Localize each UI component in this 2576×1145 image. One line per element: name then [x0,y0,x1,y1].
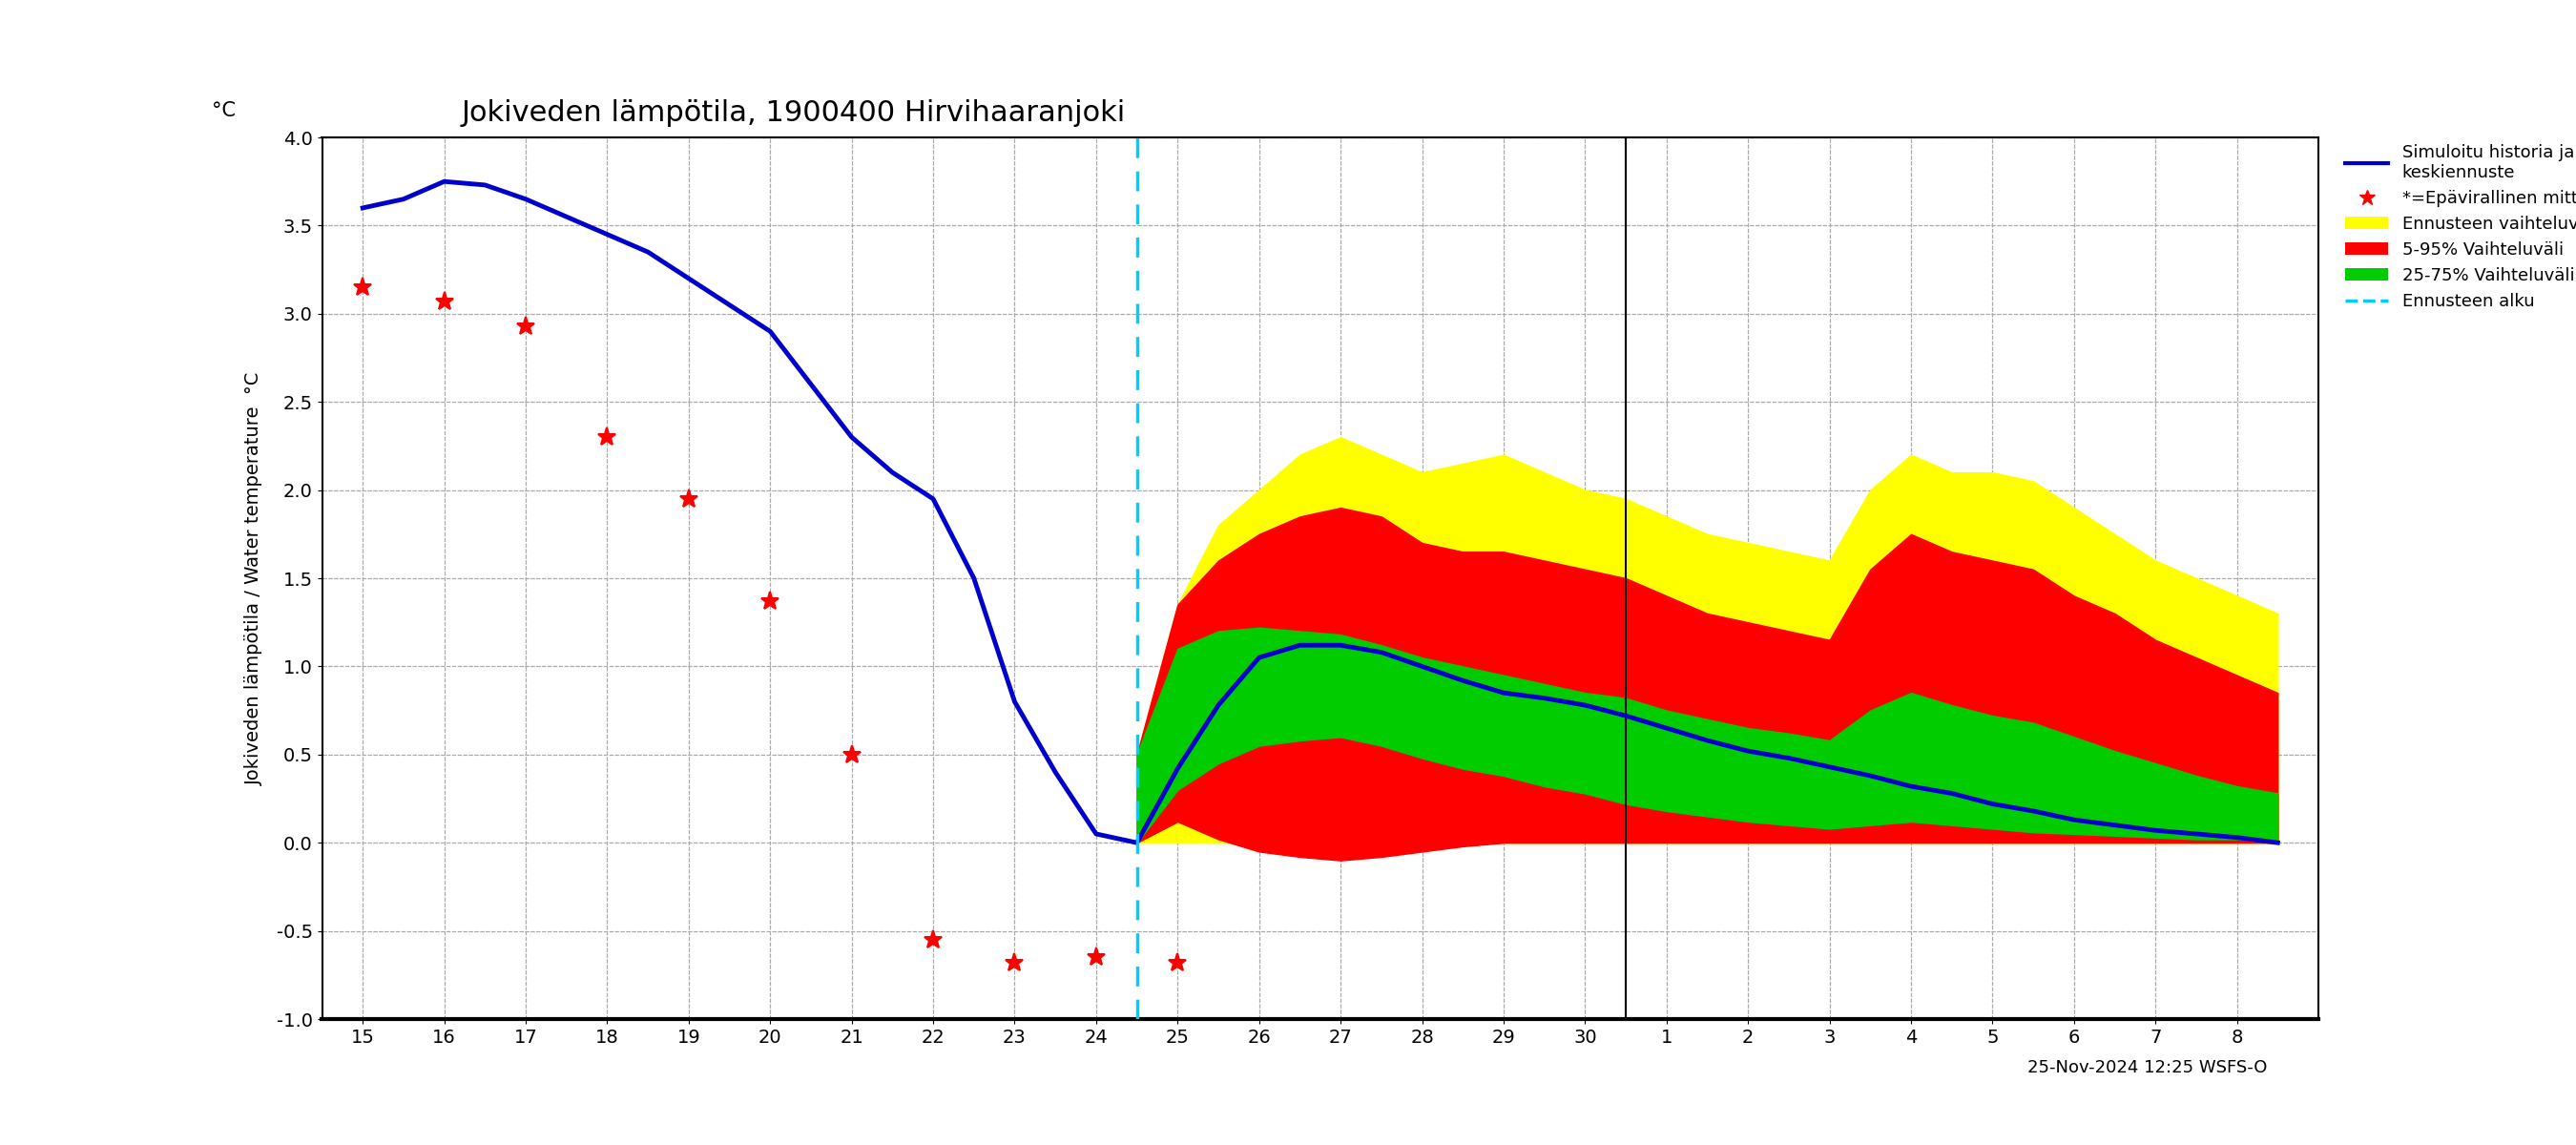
Y-axis label: Jokiveden lämpötila / Water temperature  °C: Jokiveden lämpötila / Water temperature … [245,371,263,785]
Text: °C: °C [211,101,237,120]
Text: 25-Nov-2024 12:25 WSFS-O: 25-Nov-2024 12:25 WSFS-O [2027,1059,2267,1076]
Legend: Simuloitu historia ja
keskiennuste, *=Epävirallinen mittaus, Ennusteen vaihteluv: Simuloitu historia ja keskiennuste, *=Ep… [2339,137,2576,317]
Text: Jokiveden lämpötila, 1900400 Hirvihaaranjoki: Jokiveden lämpötila, 1900400 Hirvihaaran… [461,100,1126,127]
